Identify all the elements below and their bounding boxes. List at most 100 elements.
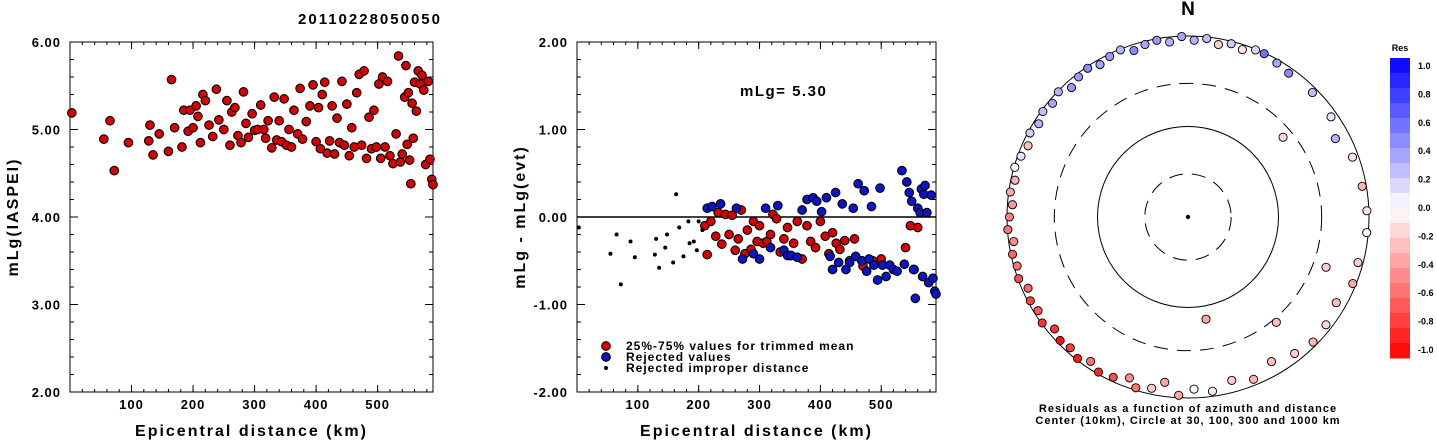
station-residual-point (1201, 314, 1211, 324)
station-residual-point (1007, 200, 1018, 210)
data-point (188, 122, 198, 133)
data-point (66, 108, 77, 118)
station-residual-point (1266, 357, 1277, 367)
data-point (710, 231, 721, 242)
data-point (737, 254, 748, 264)
plot-frame (69, 41, 434, 393)
data-point (225, 140, 235, 151)
data-point (731, 203, 742, 214)
data-point (274, 115, 285, 126)
data-point (811, 196, 822, 207)
data-point-improper-distance (687, 241, 692, 246)
data-point (369, 105, 379, 116)
data-point (169, 122, 180, 133)
data-point (359, 66, 369, 76)
data-point (177, 142, 187, 152)
data-point (204, 120, 214, 130)
data-point (810, 242, 821, 253)
data-point (301, 116, 312, 127)
station-residual-point (1025, 296, 1035, 306)
data-point (236, 137, 246, 148)
station-residual-point (1012, 261, 1022, 271)
station-residual-point (1321, 262, 1331, 272)
data-point (707, 201, 717, 212)
data-point (733, 234, 744, 244)
y-tick-label: 1.00 (539, 123, 568, 138)
station-residual-point (1093, 367, 1104, 377)
data-point (797, 205, 807, 215)
data-point (920, 180, 930, 191)
data-point (706, 216, 716, 227)
x-tick-label: 300 (747, 397, 772, 412)
data-point (395, 157, 406, 167)
colorbar-tick-label: -0.4 (1418, 260, 1434, 270)
y-axis-label: mLg(IASPEI) (5, 158, 22, 277)
station-residual-point (1189, 35, 1199, 45)
data-point (861, 266, 872, 277)
station-residual-point (1331, 298, 1341, 308)
data-point (423, 76, 433, 87)
data-point-improper-distance (608, 251, 613, 256)
station-residual-point (1307, 88, 1317, 98)
data-point (779, 234, 789, 244)
data-point (782, 222, 793, 233)
colorbar-tick-label: 0.6 (1418, 118, 1431, 128)
data-point (815, 216, 826, 227)
station-residual-point (1005, 187, 1015, 197)
data-point (407, 98, 417, 109)
data-point-improper-distance (618, 282, 623, 287)
data-point (319, 77, 330, 88)
data-point (269, 92, 280, 102)
data-point (771, 213, 782, 224)
data-point-improper-distance (614, 232, 619, 237)
data-point (375, 153, 386, 164)
colorbar-tick-label: 0.8 (1418, 89, 1431, 99)
data-point-improper-distance (628, 239, 633, 244)
data-point (297, 134, 308, 144)
data-point-improper-distance (652, 252, 657, 257)
colorbar-band (1390, 163, 1410, 179)
station-residual-point (1124, 373, 1134, 383)
station-residual-point (1074, 72, 1084, 82)
station-residual-point (1014, 274, 1024, 284)
station-residual-point (1025, 128, 1035, 138)
station-residual-point (1066, 83, 1077, 93)
data-point (765, 229, 776, 240)
colorbar-band (1390, 343, 1410, 359)
station-residual-point (1237, 45, 1247, 55)
data-point (428, 179, 438, 190)
data-point (825, 251, 835, 262)
station-residual-point (1131, 383, 1141, 393)
data-point (830, 187, 841, 198)
legend-marker (601, 341, 611, 351)
data-point (154, 129, 165, 139)
data-point (702, 249, 713, 260)
y-tick-label: 4.00 (32, 210, 61, 225)
station-residual-point (1326, 112, 1336, 122)
data-point (329, 149, 340, 159)
data-point-improper-distance (632, 255, 637, 260)
data-point (906, 196, 917, 207)
data-point (425, 154, 435, 165)
data-point (191, 101, 201, 111)
data-point-improper-distance (657, 265, 662, 270)
data-point (346, 122, 357, 133)
station-residual-point (1004, 212, 1014, 222)
y-tick-label: 6.00 (32, 35, 61, 50)
colorbar-band (1390, 253, 1410, 269)
data-point-improper-distance (576, 225, 581, 230)
station-residual-point (1152, 35, 1162, 45)
data-point (263, 115, 273, 126)
data-point (875, 183, 885, 193)
data-point (308, 80, 318, 90)
data-point (899, 259, 910, 270)
station-residual-point (1165, 37, 1175, 47)
x-tick-label: 200 (181, 397, 206, 412)
data-point (332, 113, 342, 123)
data-point (901, 177, 912, 187)
panel-mlg-vs-distance: 100 200 300 400 500 2.00 3.00 4.00 5.00 6.00 Epice… (5, 35, 438, 440)
y-tick-label: -2.00 (533, 385, 568, 400)
data-point (289, 105, 299, 116)
data-point (193, 111, 203, 122)
